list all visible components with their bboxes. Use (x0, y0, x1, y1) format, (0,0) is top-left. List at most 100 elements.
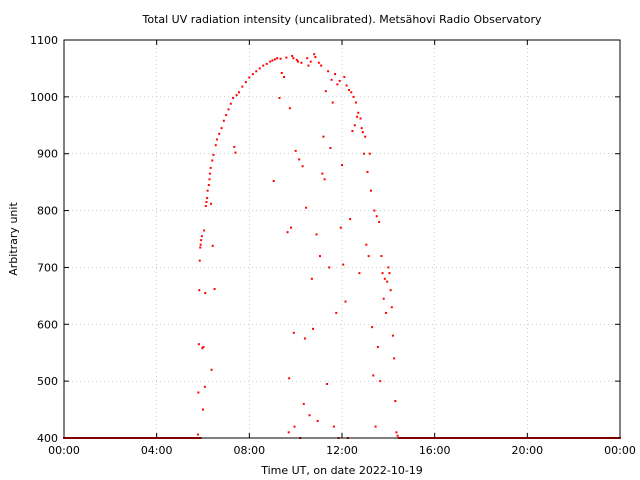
x-tick-label: 16:00 (419, 444, 451, 457)
x-tick-label: 04:00 (141, 444, 173, 457)
data-point (376, 346, 379, 349)
data-point (222, 119, 225, 122)
data-point (286, 231, 289, 234)
data-point (272, 180, 275, 183)
data-point (369, 189, 372, 192)
data-point (368, 152, 371, 155)
data-point (325, 382, 328, 385)
data-point (198, 259, 201, 262)
data-point (379, 380, 382, 383)
data-point (199, 243, 202, 246)
data-point (360, 127, 363, 130)
data-point (269, 60, 272, 63)
y-axis-label: Arbitrary unit (7, 202, 20, 276)
data-point (349, 218, 352, 221)
data-point (202, 346, 205, 349)
x-axis-label: Time UT, on date 2022-10-19 (260, 464, 423, 477)
data-point (211, 244, 214, 247)
data-point (312, 327, 315, 330)
data-point (387, 266, 390, 269)
data-point (393, 357, 396, 360)
data-point (313, 53, 316, 56)
data-point (215, 138, 218, 141)
data-point (206, 189, 209, 192)
y-tick-label: 500 (37, 375, 58, 388)
x-tick-label: 08:00 (233, 444, 265, 457)
data-point (364, 135, 367, 138)
data-point (330, 78, 333, 81)
data-point (262, 64, 265, 67)
data-point (350, 91, 353, 94)
data-point (233, 145, 236, 148)
data-point (199, 246, 202, 249)
data-point (388, 272, 391, 275)
data-point (300, 61, 303, 64)
data-point (395, 431, 398, 434)
data-point (359, 117, 362, 120)
data-point (373, 209, 376, 212)
data-point (338, 79, 341, 82)
data-point (251, 73, 254, 76)
data-point (227, 108, 230, 111)
data-point (353, 124, 356, 127)
data-point (211, 159, 214, 162)
data-point (203, 385, 206, 388)
data-point (205, 201, 208, 204)
x-axis-ticks: 00:00 04:00 08:00 12:00 16:00 20:00 00:00 (48, 40, 636, 457)
data-point (209, 166, 212, 169)
data-point (354, 101, 357, 104)
data-point (357, 111, 360, 114)
data-point (371, 326, 374, 329)
data-point (207, 183, 210, 186)
data-point (213, 288, 216, 291)
data-point (385, 311, 388, 314)
data-point (316, 419, 319, 422)
data-point (203, 229, 206, 232)
data-point (278, 96, 281, 99)
y-tick-label: 700 (37, 261, 58, 274)
data-point (200, 235, 203, 238)
plot-frame (63, 39, 621, 439)
data-point (294, 149, 297, 152)
data-point (295, 58, 298, 61)
data-point (327, 70, 330, 73)
data-point (328, 266, 331, 269)
data-point (212, 153, 215, 156)
data-point (315, 233, 318, 236)
data-point (302, 402, 305, 405)
data-point (345, 84, 348, 87)
data-point (374, 425, 377, 428)
data-point (202, 408, 204, 411)
data-point (391, 334, 394, 337)
data-point (356, 115, 359, 118)
data-point (305, 206, 308, 209)
data-point (314, 56, 317, 59)
data-point (271, 59, 274, 62)
data-point (204, 205, 207, 208)
data-point (336, 83, 339, 86)
data-point (382, 297, 385, 300)
y-tick-label: 1000 (30, 91, 58, 104)
data-point (273, 58, 276, 61)
data-point (320, 64, 323, 67)
data-point (318, 255, 321, 258)
y-tick-label: 900 (37, 148, 58, 161)
data-point (225, 114, 228, 117)
data-point (310, 277, 313, 280)
data-point (375, 215, 378, 218)
data-point (344, 300, 347, 303)
y-axis-ticks: 400 500 600 700 800 900 1000 1100 (30, 34, 620, 445)
data-point (244, 81, 247, 84)
data-point (306, 57, 309, 60)
data-point (255, 70, 258, 73)
data-point (210, 202, 213, 205)
data-point (288, 107, 291, 110)
x-tick-label: 20:00 (511, 444, 543, 457)
data-point (296, 60, 299, 63)
data-point (280, 71, 283, 74)
data-point (317, 61, 320, 64)
data-point (291, 54, 294, 57)
data-point (342, 263, 345, 266)
x-tick-label: 00:00 (48, 444, 80, 457)
data-point (365, 243, 368, 246)
